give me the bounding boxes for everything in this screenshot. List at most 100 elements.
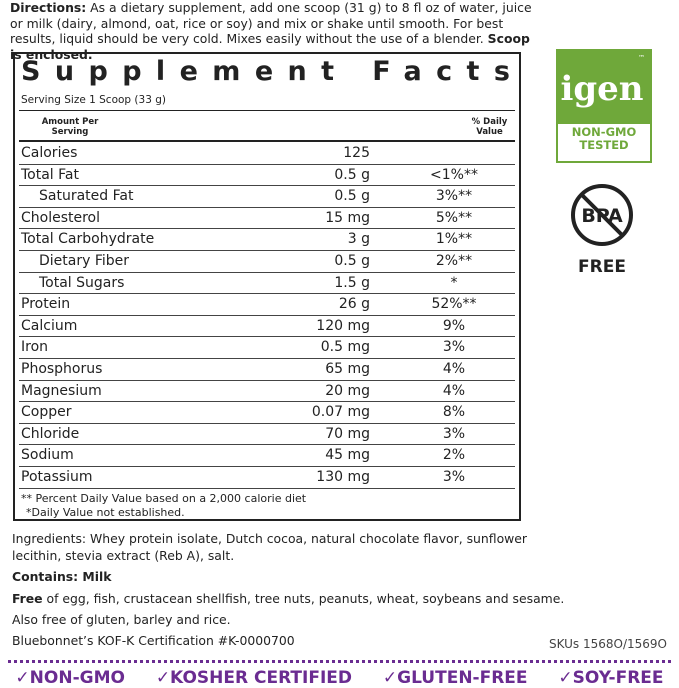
nutrient-name: Phosphorus bbox=[21, 361, 103, 377]
nutrient-dv: 52%** bbox=[431, 296, 477, 313]
nutrient-row: Iron 0.5 mg 3% bbox=[19, 336, 515, 359]
nutrient-row: Total Sugars 1.5 g * bbox=[19, 272, 515, 295]
divider bbox=[19, 110, 515, 111]
trademark: ™ bbox=[638, 54, 645, 62]
badges: igen ™ NON-GMO TESTED BPA FREE bbox=[556, 49, 652, 277]
nutrient-dv: 5%** bbox=[435, 209, 473, 226]
directions-note: Scoop is enclosed. bbox=[10, 31, 530, 62]
nutrient-amount: 15 mg bbox=[325, 209, 370, 226]
nutrient-row: Sodium 45 mg 2% bbox=[19, 444, 515, 467]
nutrient-name: Sodium bbox=[21, 447, 74, 464]
nutrient-dv: 8% bbox=[442, 404, 466, 421]
nutrient-row: Copper 0.07 mg 8% bbox=[19, 401, 515, 424]
nutrient-amount: 1.5 g bbox=[334, 274, 370, 291]
nutrient-name: Dietary Fiber bbox=[39, 253, 130, 269]
facts-panel: Supplement Facts Serving Size 1 Scoop (3… bbox=[13, 52, 521, 521]
nutrient-name: Cholesterol bbox=[21, 209, 101, 226]
nutrient-row: Total Carbohydrate 3 g 1%** bbox=[19, 228, 515, 251]
nutrient-amount: 3 g bbox=[347, 231, 370, 248]
ingredients: Ingredients: Whey protein isolate, Dutch… bbox=[12, 531, 527, 563]
certification: Bluebonnet’s KOF-K Certification #K-0000… bbox=[12, 633, 295, 648]
contains: Contains: Milk bbox=[12, 569, 112, 584]
nutrient-dv: 3% bbox=[442, 469, 466, 485]
nutrient-dv: <1%** bbox=[430, 166, 478, 183]
free-of: Free of egg, fish, crustacean shellfish,… bbox=[12, 591, 564, 606]
nutrient-dv: * bbox=[450, 274, 458, 291]
claim: ✓KOSHER CERTIFIED bbox=[155, 668, 353, 688]
badge-top bbox=[557, 50, 651, 124]
nutrient-dv: 9% bbox=[442, 317, 466, 334]
amount-header: Amount Per Serving bbox=[41, 117, 99, 137]
nutrient-amount: 0.07 mg bbox=[311, 404, 370, 421]
igen-logo: igen bbox=[560, 69, 643, 109]
nutrient-dv: 2%** bbox=[435, 253, 473, 269]
bpa-circle bbox=[571, 184, 633, 246]
nutrient-row: Dietary Fiber 0.5 g 2%** bbox=[19, 250, 515, 273]
facts-title: Supplement Facts bbox=[21, 56, 525, 87]
nutrient-amount: 65 mg bbox=[325, 361, 370, 377]
dv-header: % Daily Value bbox=[471, 117, 508, 137]
nutrient-row: Potassium 130 mg 3% bbox=[19, 466, 515, 489]
directions-label: Directions: bbox=[10, 0, 87, 15]
claim: ✓GLUTEN-FREE bbox=[382, 668, 528, 688]
nutrient-amount: 0.5 g bbox=[334, 166, 370, 183]
nutrient-amount: 130 mg bbox=[316, 469, 370, 485]
nutrient-amount: 45 mg bbox=[325, 447, 370, 464]
nutrient-name: Total Carbohydrate bbox=[21, 231, 155, 248]
nutrient-dv: 4% bbox=[442, 382, 466, 399]
nutrient-row: Cholesterol 15 mg 5%** bbox=[19, 207, 515, 230]
non-gmo-text: NON-GMO TESTED bbox=[571, 126, 637, 152]
nutrient-row: Saturated Fat 0.5 g 3%** bbox=[19, 185, 515, 208]
nutrient-name: Magnesium bbox=[21, 382, 102, 399]
nutrient-name: Saturated Fat bbox=[39, 188, 134, 205]
nutrient-row: Protein 26 g 52%** bbox=[19, 293, 515, 316]
claim: ✓SOY-FREE bbox=[558, 668, 664, 688]
nutrient-dv: 4% bbox=[442, 361, 466, 377]
footnote: *Daily Value not established. bbox=[26, 506, 185, 519]
nutrient-amount: 0.5 g bbox=[334, 253, 370, 269]
nutrient-amount: 0.5 g bbox=[334, 188, 370, 205]
claim: ✓NON-GMO bbox=[15, 668, 125, 688]
nutrient-name: Protein bbox=[21, 296, 71, 313]
nutrient-name: Calcium bbox=[21, 317, 78, 334]
free-text: of egg, fish, crustacean shellfish, tree… bbox=[42, 591, 565, 606]
nutrient-name: Potassium bbox=[21, 469, 93, 485]
nutrient-row: Calories 125 bbox=[19, 142, 515, 165]
divider bbox=[8, 660, 671, 663]
bpa-free: FREE bbox=[578, 257, 626, 277]
serving-size: Serving Size 1 Scoop (33 g) bbox=[21, 94, 166, 106]
nutrient-name: Calories bbox=[21, 145, 78, 161]
directions: Directions: As a dietary supplement, add… bbox=[10, 0, 535, 62]
divider bbox=[19, 140, 515, 142]
nutrient-name: Iron bbox=[21, 339, 49, 356]
nutrient-amount: 26 g bbox=[338, 296, 370, 313]
nutrient-amount: 125 bbox=[343, 145, 370, 161]
bpa-slash bbox=[579, 192, 625, 238]
nutrient-dv: 3% bbox=[442, 425, 466, 442]
nutrient-name: Total Sugars bbox=[39, 274, 125, 291]
nutrient-name: Copper bbox=[21, 404, 72, 421]
also-free: Also free of gluten, barley and rice. bbox=[12, 612, 231, 627]
nutrient-amount: 20 mg bbox=[325, 382, 370, 399]
nutrient-row: Magnesium 20 mg 4% bbox=[19, 380, 515, 403]
nutrient-row: Calcium 120 mg 9% bbox=[19, 315, 515, 338]
nutrient-dv: 3% bbox=[442, 339, 466, 356]
nutrient-dv: 2% bbox=[442, 447, 466, 464]
nutrient-row: Chloride 70 mg 3% bbox=[19, 423, 515, 446]
nutrient-row: Total Fat 0.5 g <1%** bbox=[19, 164, 515, 187]
skus: SKUs 1568O/1569O bbox=[548, 637, 667, 651]
claims: ✓NON-GMO ✓KOSHER CERTIFIED ✓GLUTEN-FREE ✓SO… bbox=[0, 668, 679, 688]
nutrient-dv: 1%** bbox=[435, 231, 473, 248]
nutrient-row: Phosphorus 65 mg 4% bbox=[19, 358, 515, 381]
footnote: ** Percent Daily Value based on a 2,000 … bbox=[21, 492, 307, 505]
nutrient-amount: 120 mg bbox=[316, 317, 370, 334]
nutrient-dv: 3%** bbox=[435, 188, 473, 205]
directions-text: As a dietary supplement, add one scoop (… bbox=[10, 0, 532, 46]
nutrient-amount: 70 mg bbox=[325, 425, 370, 442]
free-label: Free bbox=[12, 591, 43, 606]
footnotes: ** Percent Daily Value based on a 2,000 … bbox=[21, 492, 306, 520]
nutrient-name: Chloride bbox=[21, 425, 80, 442]
nutrient-name: Total Fat bbox=[21, 166, 79, 183]
nutrient-amount: 0.5 mg bbox=[320, 339, 370, 356]
